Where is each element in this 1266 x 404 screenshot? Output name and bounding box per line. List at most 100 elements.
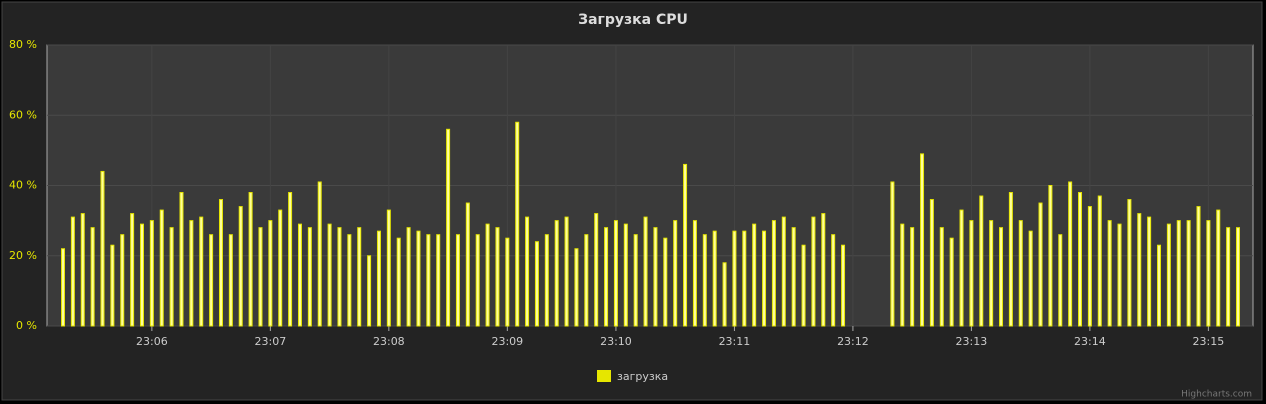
bar [1048, 185, 1053, 327]
legend-swatch [597, 370, 611, 382]
bar [465, 202, 470, 327]
bar [969, 220, 974, 327]
bar [959, 209, 964, 327]
bar [228, 234, 233, 327]
x-tick-label: 23:08 [373, 335, 405, 348]
bar [831, 234, 836, 327]
bar [1117, 223, 1122, 327]
bar [367, 255, 372, 327]
credits: Highcharts.com [1181, 390, 1252, 400]
x-tick-label: 23:07 [255, 335, 287, 348]
bar [663, 237, 668, 327]
x-tick-label: 23:09 [491, 335, 523, 348]
bar [742, 230, 747, 327]
bar [268, 220, 273, 327]
bar [495, 227, 500, 327]
bar [554, 220, 559, 327]
y-tick-label: 0 % [16, 319, 37, 332]
bar [692, 220, 697, 327]
bar [1196, 206, 1201, 327]
bar [594, 213, 599, 327]
bar [515, 121, 520, 327]
bar [238, 206, 243, 327]
x-tick-label: 23:12 [837, 335, 869, 348]
bar [70, 216, 75, 327]
bar [1147, 216, 1152, 327]
bar [732, 230, 737, 327]
bar [357, 227, 362, 327]
y-tick-label: 80 % [9, 38, 37, 51]
bar [278, 209, 283, 327]
bar [376, 230, 381, 327]
bar [752, 223, 757, 327]
bar [1206, 220, 1211, 327]
bar [1236, 227, 1240, 327]
bar [169, 227, 174, 327]
bar [534, 241, 539, 327]
bar [61, 248, 65, 327]
bar [781, 216, 786, 327]
bar [811, 216, 816, 327]
bar [80, 213, 85, 327]
bar [209, 234, 214, 327]
bar [1028, 230, 1033, 327]
legend-label: загрузка [617, 370, 668, 383]
bar [347, 234, 352, 327]
bar [653, 227, 658, 327]
bar [525, 216, 530, 327]
bar [900, 223, 905, 327]
bar [574, 248, 579, 327]
bar [120, 234, 125, 327]
bar [248, 192, 253, 327]
bar [1087, 206, 1092, 327]
bar [1157, 244, 1162, 327]
bar [199, 216, 204, 327]
bar [297, 223, 302, 327]
bar [999, 227, 1004, 327]
bar [455, 234, 460, 327]
bar [436, 234, 441, 327]
bar [100, 170, 105, 327]
x-tick-label: 23:14 [1074, 335, 1106, 348]
bar [406, 227, 411, 327]
bar [416, 230, 421, 327]
bar [337, 227, 342, 327]
bar [949, 237, 954, 327]
bar [1008, 192, 1013, 327]
bar [584, 234, 589, 327]
bar [1107, 220, 1112, 327]
bar [643, 216, 648, 327]
bar [1176, 220, 1181, 327]
bar [218, 199, 223, 327]
bar [673, 220, 678, 327]
bar [683, 163, 688, 327]
bar [929, 199, 934, 327]
bar [939, 227, 944, 327]
bar [386, 209, 391, 327]
chart-title: Загрузка CPU [578, 12, 688, 28]
x-tick-label: 23:10 [600, 335, 632, 348]
bar [623, 223, 628, 327]
bar [130, 213, 135, 327]
bar [1186, 220, 1191, 327]
bar [633, 234, 638, 327]
bar [1127, 199, 1132, 327]
bar [771, 220, 776, 327]
bar [702, 234, 707, 327]
bar [1058, 234, 1063, 327]
x-tick-label: 23:15 [1193, 335, 1225, 348]
bar [1216, 209, 1221, 327]
x-tick-label: 23:06 [136, 335, 168, 348]
bar [485, 223, 490, 327]
bar [1018, 220, 1023, 327]
bar [90, 227, 95, 327]
bar [505, 237, 510, 327]
x-tick-label: 23:11 [719, 335, 751, 348]
bar [890, 181, 895, 327]
bar [1226, 227, 1231, 327]
bar [307, 227, 312, 327]
bar [989, 220, 994, 327]
x-tick-label: 23:13 [956, 335, 988, 348]
bar [110, 244, 115, 327]
